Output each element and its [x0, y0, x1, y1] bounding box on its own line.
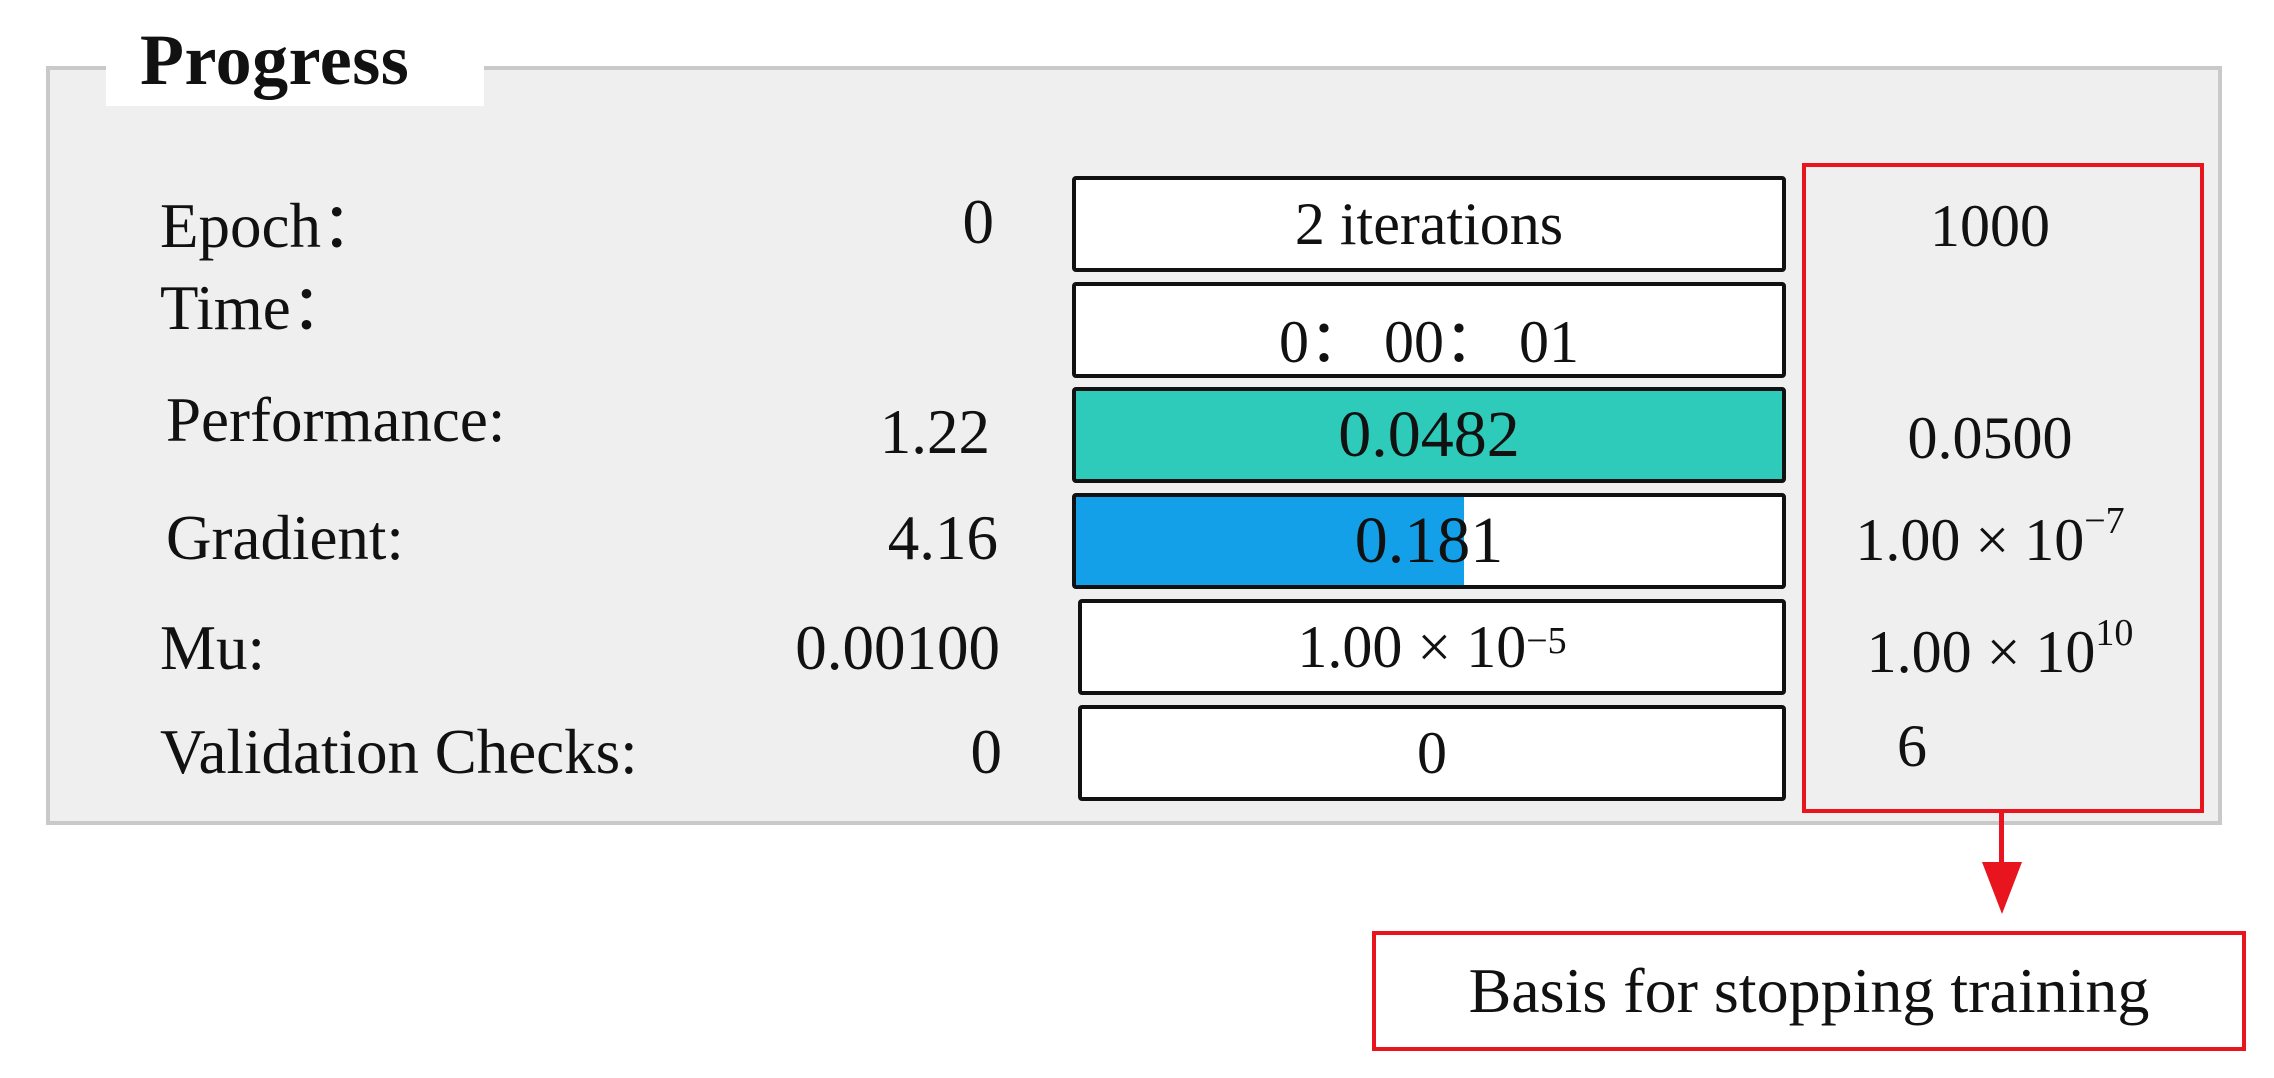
performance-current-value: 0.0482: [1338, 398, 1520, 471]
annotation-note: Basis for stopping training: [1372, 931, 2246, 1051]
mu-label: Mu:: [160, 613, 266, 683]
time-current-value: 0： 00： 01: [1279, 308, 1579, 375]
performance-label: Performance:: [166, 385, 506, 455]
performance-progress-fill: [1076, 391, 1782, 479]
epoch-label: Epoch：: [160, 191, 384, 261]
panel-title-mask: [106, 14, 484, 106]
validation-checks-current-value: 0: [1417, 719, 1447, 786]
gradient-target-exponent: −7: [2084, 500, 2125, 542]
gradient-initial-value: 4.16: [887, 503, 998, 573]
epoch-current-value: 2 iterations: [1294, 190, 1564, 257]
performance-initial-value: 1.22: [879, 397, 990, 467]
gradient-label: Gradient:: [166, 503, 404, 573]
epoch-initial-value: 0: [962, 187, 995, 257]
mu-current-value: 1.00 × 10 −5: [1297, 613, 1567, 680]
mu-box: 1.00 × 10 −5: [1078, 599, 1786, 695]
mu-target-value: 1.00 × 1010: [1800, 612, 2200, 692]
mu-current-mantissa: 1.00 × 10: [1297, 613, 1527, 680]
panel-title: Progress: [140, 20, 410, 100]
gradient-progress-fill: [1076, 497, 1465, 585]
performance-progress-bar: 0.0482: [1072, 387, 1786, 483]
epoch-target-value: 1000: [1930, 193, 2050, 259]
time-box: 0： 00： 01: [1072, 282, 1786, 378]
epoch-progress-box: 2 iterations: [1072, 176, 1786, 272]
annotation-arrow-line: [1999, 813, 2004, 865]
validation-checks-label: Validation Checks:: [160, 717, 638, 787]
annotation-arrow-head: [1982, 862, 2022, 914]
mu-target-mantissa: 1.00 × 10: [1866, 619, 2096, 685]
stopping-criteria-highlight-box: [1802, 163, 2204, 813]
validation-checks-target-value: 6: [1897, 713, 1927, 779]
mu-initial-value: 0.00100: [795, 613, 1000, 683]
validation-checks-initial-value: 0: [970, 717, 1003, 787]
gradient-current-value: 0.181: [1354, 504, 1504, 577]
validation-checks-box: 0: [1078, 705, 1786, 801]
time-label: Time：: [160, 273, 354, 343]
gradient-progress-bar: 0.181: [1072, 493, 1786, 589]
gradient-target-value: 1.00 × 10−7: [1790, 500, 2190, 580]
performance-target-value: 0.0500: [1907, 405, 2073, 471]
gradient-target-mantissa: 1.00 × 10: [1855, 507, 2085, 573]
mu-target-exponent: 10: [2095, 612, 2134, 654]
